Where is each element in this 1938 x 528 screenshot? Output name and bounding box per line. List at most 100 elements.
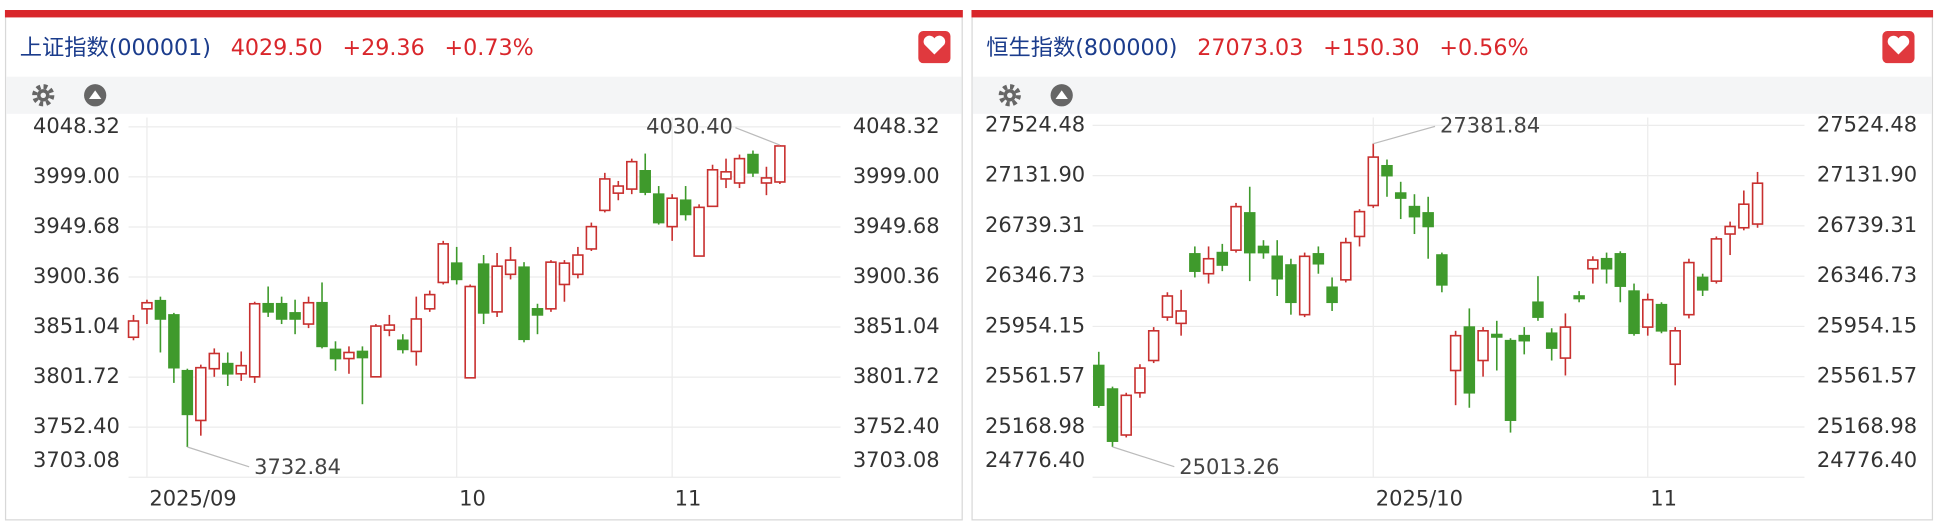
candle-body <box>774 145 786 183</box>
y-tick-label: 27131.90 <box>1817 162 1917 187</box>
candle-body <box>585 225 598 250</box>
y-tick-label: 26739.31 <box>985 212 1085 237</box>
y-tick-label: 3801.72 <box>33 363 120 388</box>
y-tick-label: 25168.98 <box>1817 413 1917 438</box>
candle-body <box>127 320 140 339</box>
candle-body <box>450 262 463 281</box>
candle-body <box>1696 276 1709 291</box>
annotation-label: 4030.40 <box>646 114 733 139</box>
candle-body <box>1367 156 1380 207</box>
candle-body <box>181 369 194 416</box>
candle-body <box>1600 257 1613 270</box>
candle-body <box>1189 253 1201 272</box>
y-tick-label: 27131.90 <box>985 162 1085 187</box>
y-tick-label: 3949.68 <box>33 213 120 238</box>
y-tick-label: 3752.40 <box>853 413 940 438</box>
candle-body <box>1628 290 1640 335</box>
header-title: 上证指数(000001) <box>20 35 211 61</box>
candle-body <box>1683 261 1695 316</box>
y-tick-label: 26346.73 <box>985 262 1085 287</box>
candle-body <box>1491 333 1503 338</box>
collapse-button[interactable] <box>1050 84 1073 107</box>
candle-body <box>1559 326 1572 359</box>
candle-body <box>397 339 409 351</box>
y-tick-label: 3999.00 <box>33 163 120 188</box>
favorite-button[interactable] <box>918 31 951 64</box>
header-price: 27073.03 <box>1197 35 1303 61</box>
y-tick-label: 24776.40 <box>985 447 1085 472</box>
candle-body <box>1532 301 1544 318</box>
candle-body <box>1230 205 1242 251</box>
y-tick-label: 4048.32 <box>33 113 120 138</box>
y-tick-label: 3851.04 <box>853 313 940 338</box>
candle-body <box>747 153 759 174</box>
header-price: 4029.50 <box>231 35 323 61</box>
y-tick-label: 25168.98 <box>985 413 1085 438</box>
y-tick-label: 3801.72 <box>853 363 940 388</box>
candle-body <box>356 350 369 359</box>
favorite-button[interactable] <box>1882 31 1915 64</box>
candle-body <box>410 318 423 353</box>
candle-body <box>531 308 544 316</box>
candle-body <box>1614 253 1627 287</box>
candle-body <box>1669 330 1681 366</box>
candle-body <box>1436 254 1448 286</box>
candle-body <box>1394 192 1407 199</box>
candle-body <box>1243 212 1256 254</box>
candle-body <box>1312 253 1325 265</box>
y-tick-label: 27524.48 <box>985 111 1085 136</box>
candle-body <box>1518 334 1530 342</box>
candle-body <box>1463 326 1476 394</box>
settings-button[interactable] <box>32 84 55 107</box>
candle-body <box>1298 255 1311 316</box>
candle-body <box>1161 295 1174 318</box>
candle-body <box>760 177 773 184</box>
candle-body <box>1271 255 1283 280</box>
candle-body <box>1422 212 1434 228</box>
candle-body <box>275 302 288 320</box>
settings-button[interactable] <box>998 84 1021 107</box>
candle-body <box>1545 332 1558 349</box>
collapse-button[interactable] <box>84 84 107 107</box>
y-tick-label: 26739.31 <box>1817 212 1917 237</box>
candle-body <box>1093 364 1105 406</box>
candle-body <box>1285 264 1297 304</box>
candle-body <box>706 168 719 208</box>
candle-body <box>464 285 476 379</box>
candle-body <box>477 263 490 314</box>
candle-body <box>168 314 180 369</box>
candle-body <box>1106 388 1119 442</box>
candle-body <box>545 261 557 310</box>
candle-body <box>1751 182 1764 225</box>
chart-panel: 上证指数(000001) 4029.50 +29.36 +0.73% 3703.08 37… <box>20 35 940 511</box>
candle-body <box>1340 241 1352 281</box>
candle-body <box>733 157 746 184</box>
candle-body <box>1134 367 1146 394</box>
candle-body <box>693 206 705 257</box>
candle-body <box>639 170 651 193</box>
candle-body <box>302 301 315 325</box>
candle-body <box>572 254 584 276</box>
y-tick-label: 25954.15 <box>1817 312 1917 337</box>
annotation-label: 25013.26 <box>1179 454 1279 479</box>
annotation-leader <box>1112 446 1175 468</box>
x-tick-label: 2025/09 <box>149 485 236 510</box>
candle-body <box>141 301 153 310</box>
annotation-label: 27381.84 <box>1440 112 1540 137</box>
candle-body <box>1257 245 1270 254</box>
candle-body <box>289 312 301 320</box>
candle-body <box>343 351 355 360</box>
candle-body <box>1147 330 1160 362</box>
candle-body <box>626 160 638 190</box>
candle-body <box>222 362 234 375</box>
candle-body <box>1710 238 1723 282</box>
header-change-pct: +0.56% <box>1439 35 1528 61</box>
candle-body <box>437 243 449 284</box>
annotation-label: 3732.84 <box>254 454 341 479</box>
candle-body <box>720 171 732 180</box>
candle-body <box>154 299 167 320</box>
y-tick-label: 3851.04 <box>33 313 120 338</box>
candle-body <box>195 366 207 422</box>
candle-body <box>329 348 342 360</box>
y-tick-label: 3703.08 <box>33 447 120 472</box>
